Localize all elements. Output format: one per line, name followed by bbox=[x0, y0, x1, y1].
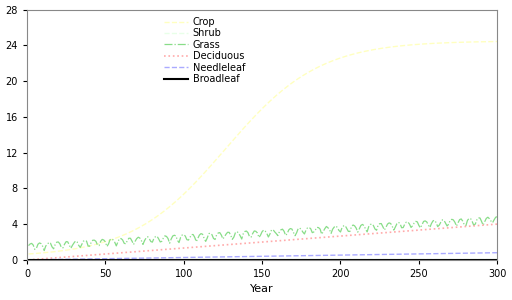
Needleleaf bbox=[494, 251, 500, 254]
Broadleaf bbox=[494, 258, 500, 262]
Crop bbox=[27, 252, 33, 256]
Grass bbox=[314, 226, 320, 229]
Crop bbox=[26, 252, 32, 256]
Line: Grass: Grass bbox=[29, 217, 497, 250]
Deciduous bbox=[420, 228, 426, 232]
Broadleaf bbox=[305, 258, 311, 262]
Crop bbox=[420, 42, 426, 46]
Deciduous bbox=[312, 236, 318, 240]
Broadleaf bbox=[303, 258, 309, 262]
Grass bbox=[305, 226, 311, 230]
Needleleaf bbox=[420, 252, 426, 256]
Broadleaf bbox=[312, 258, 318, 262]
Needleleaf bbox=[27, 258, 33, 262]
Grass bbox=[422, 219, 428, 223]
Crop bbox=[305, 71, 311, 75]
Grass bbox=[452, 220, 458, 224]
Broadleaf bbox=[420, 258, 426, 262]
Grass bbox=[306, 226, 312, 229]
Shrub bbox=[303, 257, 309, 260]
Grass bbox=[26, 244, 32, 247]
Grass bbox=[494, 215, 500, 218]
Shrub bbox=[305, 257, 311, 260]
Needleleaf bbox=[450, 252, 456, 255]
Deciduous bbox=[26, 258, 32, 262]
Broadleaf bbox=[27, 258, 33, 262]
Deciduous bbox=[27, 258, 33, 262]
Legend: Crop, Shrub, Grass, Deciduous, Needleleaf, Broadleaf: Crop, Shrub, Grass, Deciduous, Needlelea… bbox=[163, 17, 245, 84]
Shrub bbox=[26, 257, 32, 260]
Needleleaf bbox=[305, 254, 311, 257]
Shrub bbox=[450, 257, 456, 260]
Crop bbox=[450, 41, 456, 44]
Crop bbox=[494, 40, 500, 43]
Shrub bbox=[494, 257, 500, 260]
Broadleaf bbox=[450, 258, 456, 262]
Deciduous bbox=[450, 226, 456, 229]
Line: Crop: Crop bbox=[29, 41, 497, 254]
Deciduous bbox=[305, 237, 311, 240]
Grass bbox=[41, 249, 47, 252]
X-axis label: Year: Year bbox=[250, 284, 274, 294]
Shrub bbox=[312, 257, 318, 260]
Deciduous bbox=[303, 237, 309, 241]
Shrub bbox=[420, 257, 426, 260]
Line: Needleleaf: Needleleaf bbox=[29, 253, 497, 260]
Shrub bbox=[27, 257, 33, 260]
Crop bbox=[312, 67, 318, 70]
Deciduous bbox=[494, 222, 500, 226]
Needleleaf bbox=[303, 254, 309, 257]
Broadleaf bbox=[26, 258, 32, 262]
Line: Deciduous: Deciduous bbox=[29, 224, 497, 260]
Grass bbox=[27, 242, 33, 246]
Needleleaf bbox=[26, 258, 32, 262]
Crop bbox=[303, 72, 309, 76]
Needleleaf bbox=[312, 254, 318, 257]
